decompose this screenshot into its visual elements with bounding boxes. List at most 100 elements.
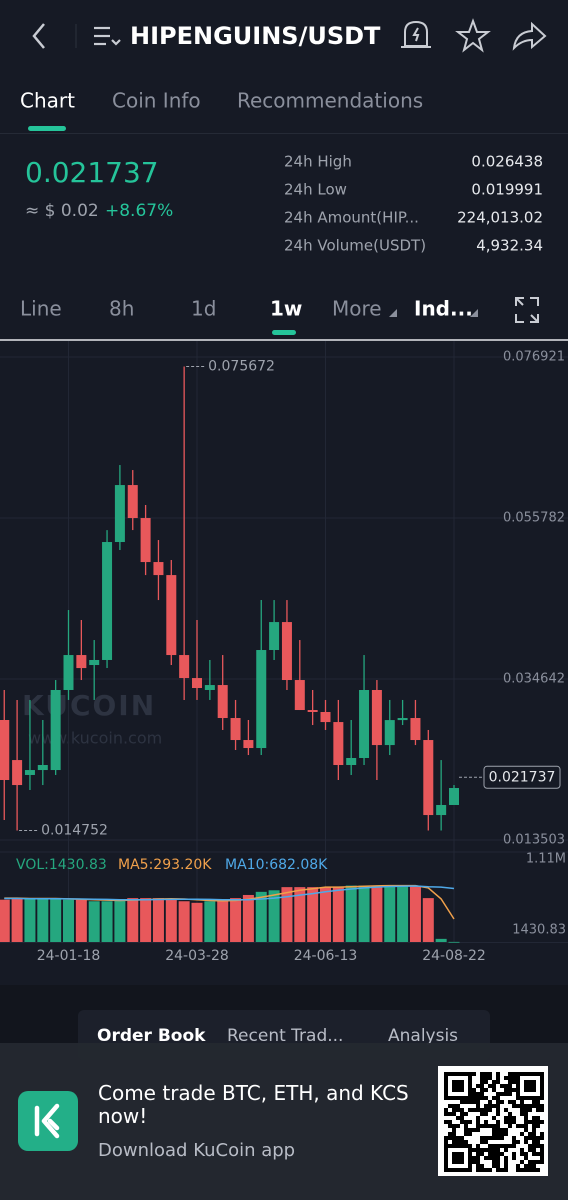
stat-value: 224,013.02 (457, 209, 543, 227)
tab-order-book[interactable]: Order Book (97, 1026, 206, 1046)
y-tick-label: 1430.83 (512, 923, 566, 938)
chart: 24-01-18 24-03-28 24-06-13 24-08-22 0.076921… (0, 341, 568, 964)
watermark-url: www.kucoin.com (28, 729, 162, 748)
volume-bar (358, 885, 370, 942)
candle-body (102, 542, 113, 660)
last-price: 0.021737 (25, 156, 159, 189)
candle-body (384, 720, 395, 746)
y-tick-label: 0.034642 (503, 672, 565, 687)
volume-bar (397, 885, 409, 942)
volume-bar (75, 899, 87, 942)
volume-bar (281, 887, 293, 942)
back-button[interactable] (32, 23, 45, 49)
more-menu[interactable]: More (332, 297, 382, 321)
candle-body (217, 685, 228, 719)
indicator-menu[interactable]: Ind... (414, 297, 473, 321)
candle-body (410, 718, 421, 741)
favorite-icon[interactable] (455, 18, 491, 53)
candle-body (114, 485, 125, 543)
volume-bar (140, 898, 152, 942)
candle-body (346, 758, 357, 766)
candle-body (63, 655, 74, 690)
volume-bar (204, 901, 216, 942)
fullscreen-button[interactable] (515, 297, 539, 323)
tab-recommendations[interactable]: Recommendations (237, 89, 423, 113)
volume-bar (165, 899, 177, 942)
x-tick-label: 24-06-13 (294, 948, 358, 964)
interval-tab-active[interactable]: 1w (270, 297, 302, 321)
candle-body (24, 770, 35, 775)
tab-analysis[interactable]: Analysis (388, 1026, 458, 1046)
last-price-label: 0.021737 (489, 769, 556, 785)
stat-value: 4,932.34 (476, 237, 543, 255)
interval-tab[interactable]: 8h (109, 297, 134, 321)
legend-entry: MA10:682.08K (225, 857, 328, 873)
candle-body (179, 655, 190, 679)
interval-tab[interactable]: Line (20, 297, 62, 321)
volume-bar (435, 938, 447, 942)
volume-bar (268, 890, 280, 942)
volume-bar (0, 899, 10, 942)
candle-body (204, 685, 215, 690)
last-price-tag (483, 765, 561, 789)
stat-label: 24h Amount(HIP... (284, 209, 419, 227)
candle-body (320, 712, 331, 723)
candle-body (76, 655, 87, 669)
low-label: 0.014752 (41, 822, 108, 838)
volume-bar (152, 898, 164, 942)
tab-chart[interactable]: Chart (20, 89, 75, 113)
candle-body (230, 718, 241, 741)
stat-value: 0.026438 (471, 153, 543, 171)
watermark-brand: KUCOIN (22, 689, 156, 722)
candle-body (333, 722, 344, 766)
volume-bar (320, 887, 331, 942)
ma-line (4, 885, 455, 901)
volume-bar (345, 885, 357, 942)
volume-bar (294, 887, 306, 942)
stat-label: 24h High (284, 153, 352, 171)
candle-body (371, 689, 382, 746)
candle-body (37, 765, 48, 771)
candle-body (192, 678, 202, 689)
share-icon[interactable] (512, 21, 547, 51)
candle-body (89, 659, 100, 666)
candle-body (307, 710, 318, 713)
y-tick-label: 1.11M (526, 852, 566, 867)
stat-label: 24h Low (284, 181, 347, 199)
volume-bar (178, 901, 190, 942)
dropdown-arrow (389, 309, 397, 317)
candle-body (436, 804, 447, 816)
volume-bar (63, 899, 74, 942)
candle-body (0, 719, 10, 781)
x-tick-label: 24-01-18 (37, 948, 101, 964)
candle-body (243, 740, 254, 749)
legend-entry: VOL:1430.83 (16, 857, 107, 873)
pair-title: HIPENGUINS/USDT (130, 22, 381, 50)
stat-value: 0.019991 (471, 181, 543, 199)
volume-bar (422, 898, 434, 942)
volume-bar (255, 891, 267, 942)
tab-recent-trades[interactable]: Recent Trad... (227, 1026, 343, 1046)
dropdown-arrow (470, 309, 478, 317)
alert-icon[interactable] (401, 20, 431, 48)
tab-indicator (28, 126, 66, 131)
interval-tab[interactable]: 1d (191, 297, 216, 321)
candle-body (449, 788, 459, 805)
candle-body (294, 680, 305, 711)
candle-body (281, 622, 292, 681)
y-tick-label: 0.076921 (503, 350, 565, 365)
y-tick-label: 0.013503 (503, 833, 565, 848)
candle-body (269, 622, 280, 651)
banner-cta[interactable]: Download KuCoin app (98, 1140, 296, 1161)
price-change: +8.67% (105, 201, 173, 221)
candle-body (140, 518, 151, 563)
stats: 24h High 0.026438 24h Low 0.019991 24h Amoun… (284, 153, 543, 255)
candle-body (166, 575, 177, 656)
tab-coin-info[interactable]: Coin Info (112, 89, 201, 113)
candle-body (256, 650, 267, 749)
fiat-price: ≈ $ 0.02 (25, 201, 99, 221)
menu-icon[interactable] (94, 26, 121, 46)
candle-body (50, 689, 61, 771)
interval-indicator (272, 330, 296, 335)
